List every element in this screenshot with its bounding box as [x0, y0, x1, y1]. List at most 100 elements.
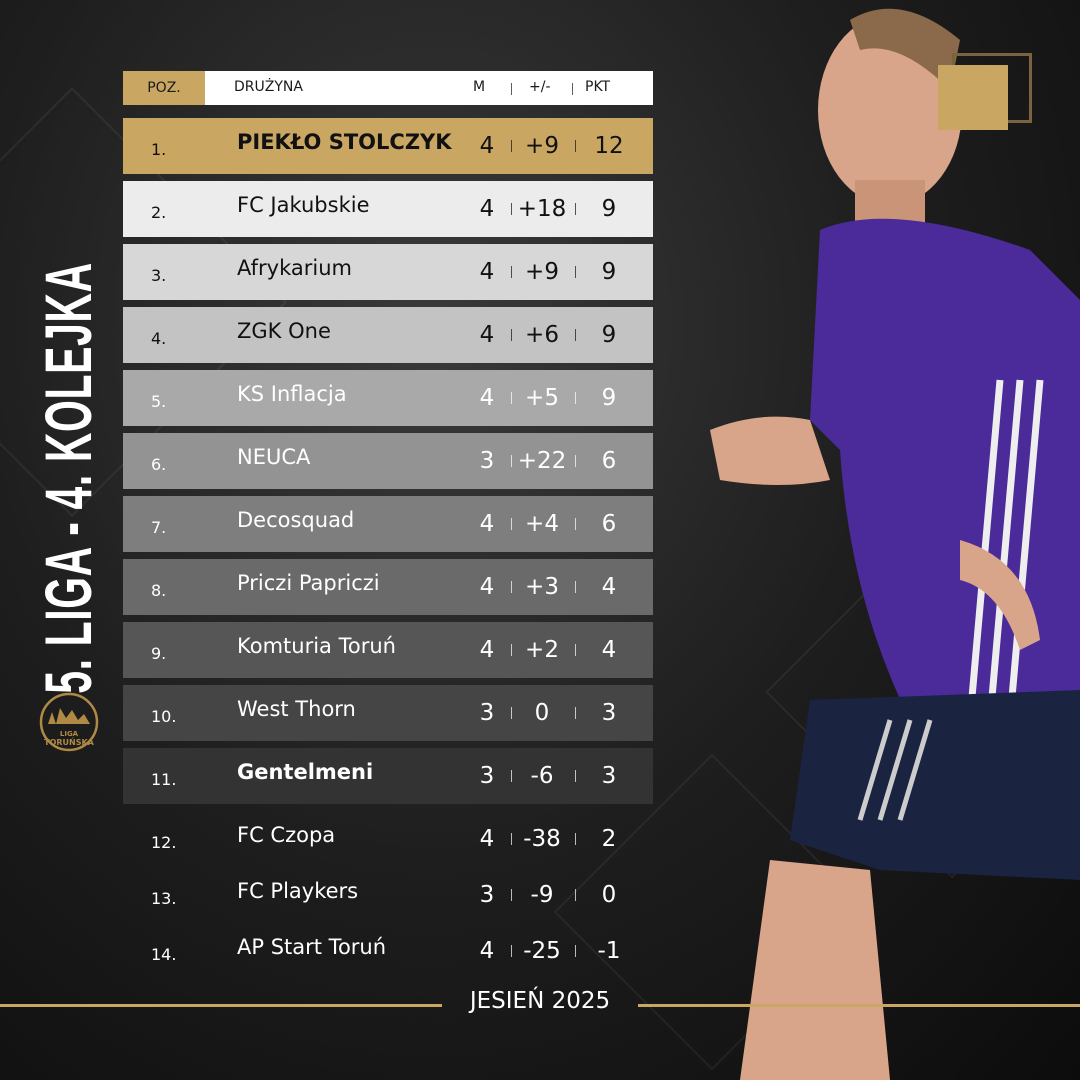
- separator: [575, 329, 576, 341]
- goal-difference: +9: [525, 133, 559, 159]
- team-name: West Thorn: [237, 697, 356, 721]
- table-row: 8. Priczi Papriczi 4 +3 4: [123, 559, 653, 615]
- team-name: Afrykarium: [237, 256, 352, 280]
- goal-difference: +5: [525, 385, 559, 411]
- position: 4.: [151, 329, 167, 348]
- points: 6: [601, 511, 617, 537]
- liga-torunska-logo: LIGA TORUŃSKA: [39, 692, 99, 752]
- goal-difference: +3: [525, 574, 559, 600]
- separator: [575, 707, 576, 719]
- team-name: FC Playkers: [237, 879, 359, 903]
- separator: [575, 518, 576, 530]
- separator: [575, 581, 576, 593]
- matches: 4: [479, 637, 495, 663]
- points: 2: [601, 826, 617, 852]
- separator: [575, 889, 576, 901]
- position: 6.: [151, 455, 167, 474]
- separator: [575, 392, 576, 404]
- table-row: 5. KS Inflacja 4 +5 9: [123, 370, 653, 426]
- position: 5.: [151, 392, 167, 411]
- points: 3: [601, 700, 617, 726]
- points: 9: [601, 385, 617, 411]
- position: 1.: [151, 140, 167, 159]
- points: 12: [594, 133, 624, 159]
- team-name: FC Czopa: [237, 823, 336, 847]
- team-name: KS Inflacja: [237, 382, 347, 406]
- goal-difference: -6: [530, 763, 554, 789]
- gold-square: [938, 65, 1008, 130]
- position: 10.: [151, 707, 177, 726]
- separator: [511, 140, 512, 152]
- goal-difference: +18: [517, 196, 567, 222]
- position: 2.: [151, 203, 167, 222]
- separator: [572, 83, 573, 95]
- points: 4: [601, 574, 617, 600]
- position: 3.: [151, 266, 167, 285]
- separator: [511, 889, 512, 901]
- separator: [511, 518, 512, 530]
- matches: 4: [479, 385, 495, 411]
- league-title: 5. LIGA - 4. KOLEJKA: [31, 262, 105, 694]
- goal-difference: -25: [523, 938, 561, 964]
- team-name: ZGK One: [237, 319, 331, 343]
- goal-difference: +4: [525, 511, 559, 537]
- separator: [511, 329, 512, 341]
- position: 11.: [151, 770, 177, 789]
- footer-line-right: [638, 1004, 1080, 1007]
- goal-difference: -38: [523, 826, 561, 852]
- points: 6: [601, 448, 617, 474]
- separator: [575, 945, 576, 957]
- position: 12.: [151, 833, 177, 852]
- matches: 4: [479, 259, 495, 285]
- points: 3: [601, 763, 617, 789]
- team-name: Decosquad: [237, 508, 355, 532]
- team-name: PIEKŁO STOLCZYK: [237, 130, 452, 154]
- team-name: Gentelmeni: [237, 760, 374, 784]
- separator: [511, 455, 512, 467]
- header-gd: +/-: [529, 79, 551, 95]
- goal-difference: 0: [534, 700, 550, 726]
- separator: [511, 392, 512, 404]
- separator: [511, 833, 512, 845]
- matches: 4: [479, 938, 495, 964]
- table-header: POZ. DRUŻYNA M +/- PKT: [123, 71, 653, 105]
- separator: [575, 644, 576, 656]
- player-photo: [710, 8, 1080, 1080]
- svg-text:LIGA: LIGA: [60, 730, 79, 738]
- position: 14.: [151, 945, 177, 964]
- team-name: NEUCA: [237, 445, 311, 469]
- points: 9: [601, 196, 617, 222]
- separator: [511, 770, 512, 782]
- table-row: 11. Gentelmeni 3 -6 3: [123, 748, 653, 804]
- table-row: 4. ZGK One 4 +6 9: [123, 307, 653, 363]
- table-row: 14. AP Start Toruń 4 -25 -1: [123, 923, 653, 979]
- separator: [511, 644, 512, 656]
- header-pos: POZ.: [123, 71, 205, 105]
- table-row: 2. FC Jakubskie 4 +18 9: [123, 181, 653, 237]
- matches: 4: [479, 133, 495, 159]
- header-team: DRUŻYNA: [234, 79, 303, 95]
- goal-difference: +9: [525, 259, 559, 285]
- table-row: 3. Afrykarium 4 +9 9: [123, 244, 653, 300]
- position: 7.: [151, 518, 167, 537]
- position: 13.: [151, 889, 177, 908]
- table-row: 13. FC Playkers 3 -9 0: [123, 867, 653, 923]
- table-row: 1. PIEKŁO STOLCZYK 4 +9 12: [123, 118, 653, 174]
- separator: [575, 455, 576, 467]
- separator: [575, 833, 576, 845]
- points: 9: [601, 259, 617, 285]
- team-name: FC Jakubskie: [237, 193, 370, 217]
- separator: [575, 203, 576, 215]
- svg-text:TORUŃSKA: TORUŃSKA: [44, 736, 95, 747]
- team-name: AP Start Toruń: [237, 935, 387, 959]
- matches: 4: [479, 511, 495, 537]
- separator: [575, 770, 576, 782]
- separator: [511, 945, 512, 957]
- points: 4: [601, 637, 617, 663]
- table-row: 9. Komturia Toruń 4 +2 4: [123, 622, 653, 678]
- goal-difference: +6: [525, 322, 559, 348]
- separator: [511, 707, 512, 719]
- matches: 3: [479, 700, 495, 726]
- points: -1: [597, 938, 621, 964]
- separator: [511, 266, 512, 278]
